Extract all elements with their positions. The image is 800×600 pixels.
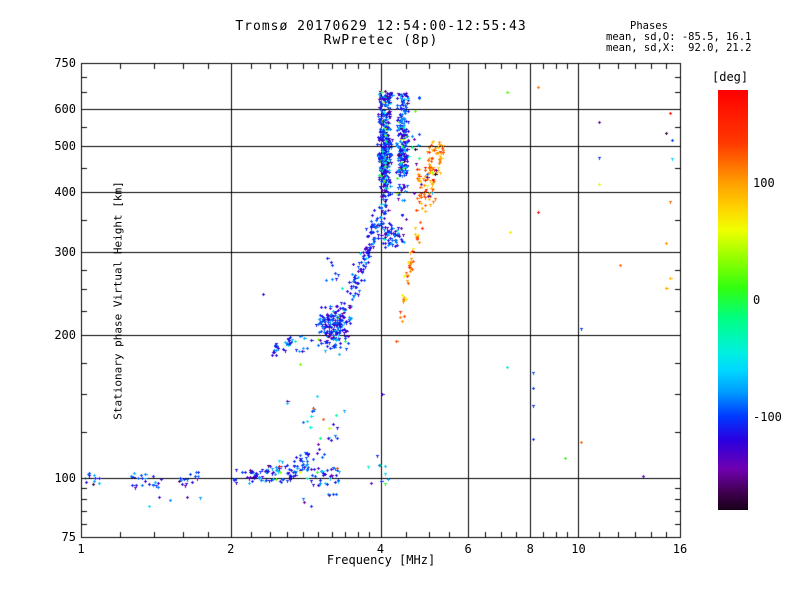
plot-title-line2: RwPretec (8p): [323, 33, 439, 48]
x-tick-label: 4: [376, 542, 385, 556]
colorbar-tick-label: 100: [753, 176, 775, 191]
y-tick-label: 300: [54, 244, 76, 259]
x-tick-label: 16: [672, 542, 688, 556]
y-tick-label: 200: [54, 328, 76, 343]
y-axis-label: Stationary phase Virtual Height [km]: [111, 181, 125, 420]
x-tick-label: 8: [526, 542, 534, 556]
colorbar-unit-label: [deg]: [712, 70, 749, 84]
y-tick-label: 750: [54, 56, 76, 70]
y-tick-label: 600: [54, 101, 76, 116]
x-tick-label: 2: [227, 542, 235, 556]
y-tick-label: 100: [54, 470, 76, 485]
plot-title-line1: Tromsø 20170629 12:54:00-12:55:43: [235, 19, 527, 34]
phase-stats-header: Phases: [630, 20, 668, 32]
colorbar-tick-label: -100: [753, 409, 782, 424]
colorbar-tick-label: 0: [753, 293, 761, 307]
x-axis-label: Frequency [MHz]: [326, 553, 436, 567]
x-tick-label: 1: [77, 542, 85, 556]
y-tick-label: 75: [61, 530, 76, 544]
phase-stats-x-mode: mean, sd,X: 92.0, 21.2: [606, 42, 752, 54]
y-tick-label: 500: [54, 139, 76, 154]
y-tick-label: 400: [54, 185, 76, 200]
phase-stats-o-mode: mean, sd,O: -85.5, 16.1: [606, 31, 752, 43]
x-tick-label: 6: [464, 542, 472, 556]
phase-colorbar: [718, 90, 748, 510]
x-tick-label: 10: [571, 542, 586, 556]
